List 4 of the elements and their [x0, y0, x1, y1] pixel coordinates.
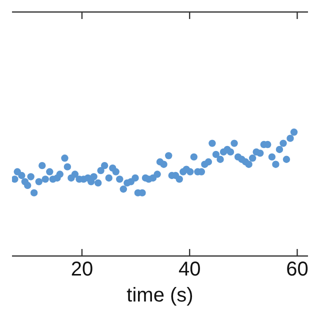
x-tick-label: 20 — [70, 258, 94, 281]
x-axis-title: time (s) — [126, 284, 194, 307]
x-tick-label: 40 — [178, 258, 201, 281]
x-tick-label: 60 — [286, 258, 308, 281]
